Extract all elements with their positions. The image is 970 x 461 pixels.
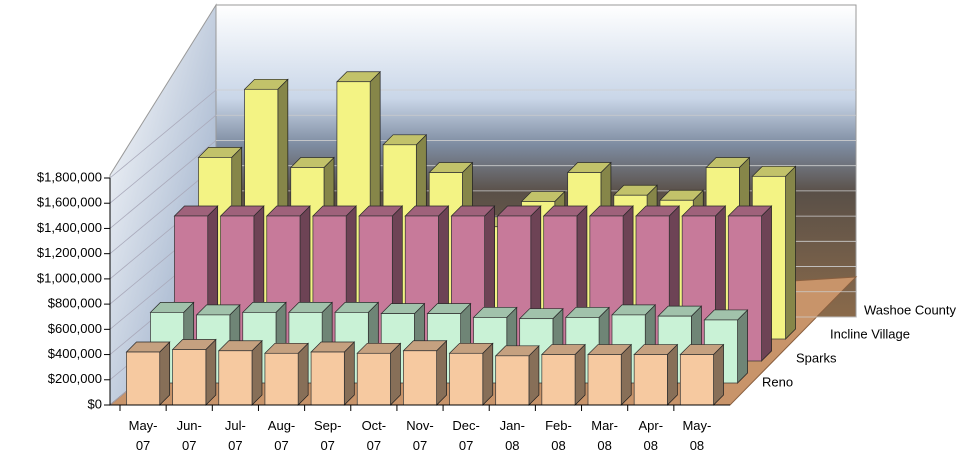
bar [357,353,390,405]
bar [173,350,206,405]
x-tick-label: Dec-07 [452,418,479,453]
bar-side [786,166,796,339]
bar [403,351,436,405]
legend-label: Reno [762,374,793,389]
bar-side [667,345,677,405]
bar [680,355,713,405]
chart: $0 $200,000 $400,000 $600,000 $800,000 $1,000… [0,0,970,461]
bar-side [738,310,748,383]
bar [634,355,667,405]
y-tick-label: $200,000 [48,371,102,386]
bar-side [714,345,724,405]
y-tick-label: $800,000 [48,296,102,311]
bar [311,352,344,405]
legend-label: Sparks [796,350,837,365]
bar-side [390,343,400,405]
bar [588,355,621,405]
bar [496,356,529,405]
bar-side [160,342,170,405]
y-tick-label: $1,200,000 [37,245,102,260]
legend-label: Washoe County [864,302,957,317]
bar-side [621,345,631,405]
bar-side [252,341,262,405]
bar [542,355,575,405]
x-tick-label: Sep-07 [314,418,341,453]
bar [265,353,298,405]
y-tick-label: $1,800,000 [37,169,102,184]
x-tick-label: May-08 [682,418,711,453]
x-tick-label: Jul-07 [225,418,246,453]
legend-label: Incline Village [830,326,910,341]
x-tick-label: Aug-07 [268,418,295,453]
y-tick-label: $1,600,000 [37,195,102,210]
x-tick-label: Apr-08 [638,418,663,453]
x-tick-label: Nov-07 [406,418,433,453]
bar [219,351,252,405]
bar-side [344,342,354,405]
x-tick-label: Jun-07 [177,418,202,453]
x-tick-label: May-07 [129,418,158,453]
bar-side [483,343,493,405]
bar-side [298,343,308,405]
x-tick-label: Feb-08 [545,418,572,453]
bar [126,352,159,405]
x-tick-label: Jan-08 [500,418,525,453]
bar [450,353,483,405]
y-tick-label: $1,400,000 [37,220,102,235]
y-tick-label: $1,000,000 [37,270,102,285]
x-tick-label: Mar-08 [591,418,618,453]
y-tick-label: $600,000 [48,321,102,336]
bar-side [762,206,772,361]
y-tick-label: $0 [88,396,102,411]
bar-side [206,340,216,405]
bar-side [575,345,585,405]
y-tick-label: $400,000 [48,346,102,361]
bar-side [437,341,447,405]
x-tick-label: Oct-07 [362,418,387,453]
